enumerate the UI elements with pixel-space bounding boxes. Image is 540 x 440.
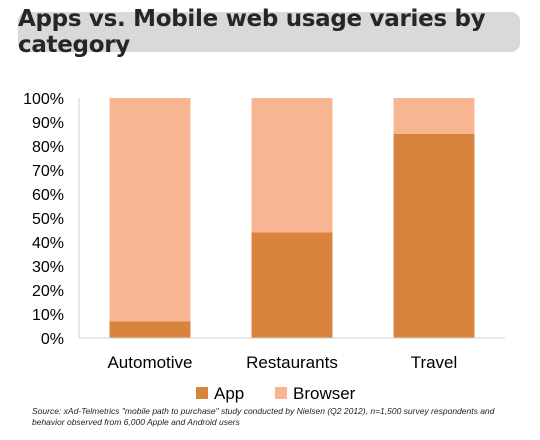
legend-swatch-browser	[275, 387, 287, 399]
chart-title: Apps vs. Mobile web usage varies by cate…	[18, 6, 486, 58]
y-tick-label: 80%	[32, 139, 64, 156]
x-category-label: Travel	[411, 353, 458, 372]
y-tick-label: 10%	[32, 307, 64, 324]
x-category-label: Restaurants	[246, 353, 338, 372]
y-tick-label: 0%	[41, 331, 64, 348]
legend-swatch-app	[196, 387, 208, 399]
bar-browser-automotive	[109, 98, 191, 322]
y-tick-label: 100%	[23, 91, 64, 108]
legend-label-app: App	[214, 384, 244, 403]
y-tick-label: 60%	[32, 187, 64, 204]
bar-app-restaurants	[251, 232, 333, 338]
source-note: Source: xAd-Telmetrics "mobile path to p…	[32, 406, 495, 427]
y-tick-label: 90%	[32, 115, 64, 132]
bar-browser-travel	[393, 98, 475, 134]
y-tick-label: 50%	[32, 211, 64, 228]
legend-label-browser: Browser	[293, 384, 356, 403]
chart-title-bar: Apps vs. Mobile web usage varies by cate…	[18, 6, 520, 58]
y-tick-label: 20%	[32, 283, 64, 300]
y-tick-label: 40%	[32, 235, 64, 252]
bar-browser-restaurants	[251, 98, 333, 233]
y-tick-label: 30%	[32, 259, 64, 276]
x-category-label: Automotive	[107, 353, 192, 372]
y-tick-label: 70%	[32, 163, 64, 180]
bar-app-travel	[393, 134, 475, 338]
bar-app-automotive	[109, 321, 191, 338]
